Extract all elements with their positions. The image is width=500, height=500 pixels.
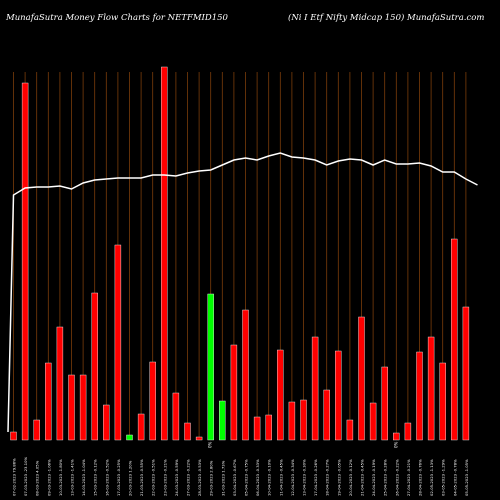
x-axis-label: 26-04-2023 -0.22% xyxy=(394,459,399,496)
marker-labels: 0% 0% xyxy=(208,441,399,448)
money-flow-bar xyxy=(195,436,203,441)
money-flow-bar xyxy=(381,366,388,441)
x-axis-label: 24-03-2023 -0.59% xyxy=(174,459,179,496)
money-flow-bar xyxy=(369,402,377,441)
money-flow-bar xyxy=(311,336,319,441)
money-flow-bar xyxy=(265,414,272,441)
price-line-layer xyxy=(7,152,478,433)
x-axis-label: 05-05-2023 -1.05% xyxy=(464,459,469,496)
x-axis-label: 10-03-2023 -1.80% xyxy=(58,459,63,496)
x-axis-label: 07-03-2023 -23.10% xyxy=(23,456,28,496)
money-flow-bar xyxy=(103,404,110,441)
x-axis-label: 16-03-2023 -0.52% xyxy=(104,459,109,496)
x-axis-label: 25-04-2023 -0.28% xyxy=(383,459,388,496)
x-axis-label: 12-04-2023 -0.34% xyxy=(290,459,295,496)
x-axis-label: 20-03-2023 1.20% xyxy=(128,460,133,496)
money-flow-bar xyxy=(79,374,87,441)
marker-label: 0% xyxy=(393,441,398,448)
x-axis-label: 21-04-2023 -0.45% xyxy=(360,459,365,496)
x-axis-label: 18-04-2023 -0.27% xyxy=(325,459,330,496)
money-flow-bar xyxy=(161,66,168,441)
x-axis-labels: 07-02-2023 79.86% 07-03-2023 -23.10% 08-03… xyxy=(12,456,469,496)
money-flow-bar xyxy=(91,292,98,441)
x-axis-label: 14-03-2023 -1.04% xyxy=(81,459,86,496)
money-flow-bar xyxy=(451,238,458,441)
money-flow-bar xyxy=(149,361,156,441)
x-axis-label: 28-04-2023 -0.76% xyxy=(418,459,423,496)
x-axis-label: 22-03-2023 -0.51% xyxy=(151,459,156,496)
x-axis-label: 21-03-2023 -0.55% xyxy=(139,459,144,496)
money-flow-bar xyxy=(56,326,64,441)
x-axis-label: 08-03-2023 4.05% xyxy=(35,460,40,496)
money-flow-bar xyxy=(300,399,307,441)
money-flow-bar xyxy=(439,362,446,441)
money-flow-bar xyxy=(33,419,40,441)
x-axis-label: 31-03-2023 1.73% xyxy=(220,460,225,496)
x-axis-label: 09-03-2023 -1.06% xyxy=(46,459,51,496)
money-flow-bar xyxy=(184,422,191,441)
x-axis-label: 03-05-2023 -1.29% xyxy=(441,459,446,496)
money-flow-bar xyxy=(277,349,284,441)
money-flow-bar xyxy=(253,416,261,441)
x-axis-label: 20-04-2023 -0.12% xyxy=(348,459,353,496)
x-axis-label: 19-04-2023 -0.05% xyxy=(336,459,341,496)
x-axis-label: 13-04-2023 -0.30% xyxy=(302,459,307,496)
chart-title-left: MunafaSutra Money Flow Charts for NETFMI… xyxy=(6,13,228,23)
x-axis-label: 02-05-2023 -1.13% xyxy=(429,459,434,496)
x-axis-label: 24-04-2023 -0.19% xyxy=(371,459,376,496)
money-flow-bar xyxy=(346,419,354,441)
x-axis-label: 13-03-2023 -1.41% xyxy=(70,459,75,496)
money-flow-bar xyxy=(137,413,145,441)
money-flow-bar xyxy=(404,422,412,441)
money-flow-bar xyxy=(68,374,75,441)
x-axis-label: 06-04-2023 -0.33% xyxy=(255,459,260,496)
price-line xyxy=(7,152,478,433)
x-axis-label: 15-03-2023 -0.12% xyxy=(93,459,98,496)
money-flow-bar xyxy=(10,431,17,441)
money-flow-bar xyxy=(172,392,180,441)
money-flow-bar xyxy=(462,306,470,441)
money-flow-bar xyxy=(416,351,423,441)
money-flow-bar xyxy=(323,389,330,441)
money-flow-bar xyxy=(393,432,400,441)
money-flow-bar xyxy=(230,344,238,441)
x-axis-label: 23-03-2023 -0.21% xyxy=(162,459,167,496)
x-axis-label: 05-04-2023 -0.75% xyxy=(244,459,249,496)
x-axis-label: 29-03-2023 2.80% xyxy=(209,460,214,496)
money-flow-bar xyxy=(207,293,214,441)
money-flow-bar xyxy=(21,82,29,441)
x-axis-label: 17-04-2023 -0.26% xyxy=(313,459,318,496)
chart-title-right: (Ni I Etf Nifty Midcap 150) MunafaSutra.… xyxy=(288,13,485,23)
marker-label: 0% xyxy=(208,441,213,448)
money-flow-bars xyxy=(10,66,470,441)
x-axis-label: 10-04-2023 -0.10% xyxy=(267,459,272,496)
money-flow-bar xyxy=(114,244,122,441)
money-flow-bar xyxy=(242,309,249,441)
money-flow-bar xyxy=(335,350,342,441)
money-flow-bar xyxy=(219,400,226,441)
x-axis-label: 27-04-2023 -0.21% xyxy=(406,459,411,496)
x-axis-label: 11-04-2023 -0.45% xyxy=(278,459,283,496)
money-flow-bar xyxy=(126,434,133,441)
money-flow-bar xyxy=(288,401,296,441)
x-axis-label: 04-05-2023 -0.78% xyxy=(452,459,457,496)
money-flow-bar xyxy=(427,336,435,441)
x-axis-label: 07-02-2023 79.86% xyxy=(12,458,17,496)
money-flow-bar xyxy=(358,316,365,441)
x-axis-label: 27-03-2023 -0.22% xyxy=(186,459,191,496)
x-axis-label: 03-04-2023 -0.67% xyxy=(232,459,237,496)
x-axis-label: 28-03-2023 -0.53% xyxy=(197,459,202,496)
money-flow-bar xyxy=(45,362,52,441)
x-axis-label: 17-03-2023 -0.25% xyxy=(116,459,121,496)
